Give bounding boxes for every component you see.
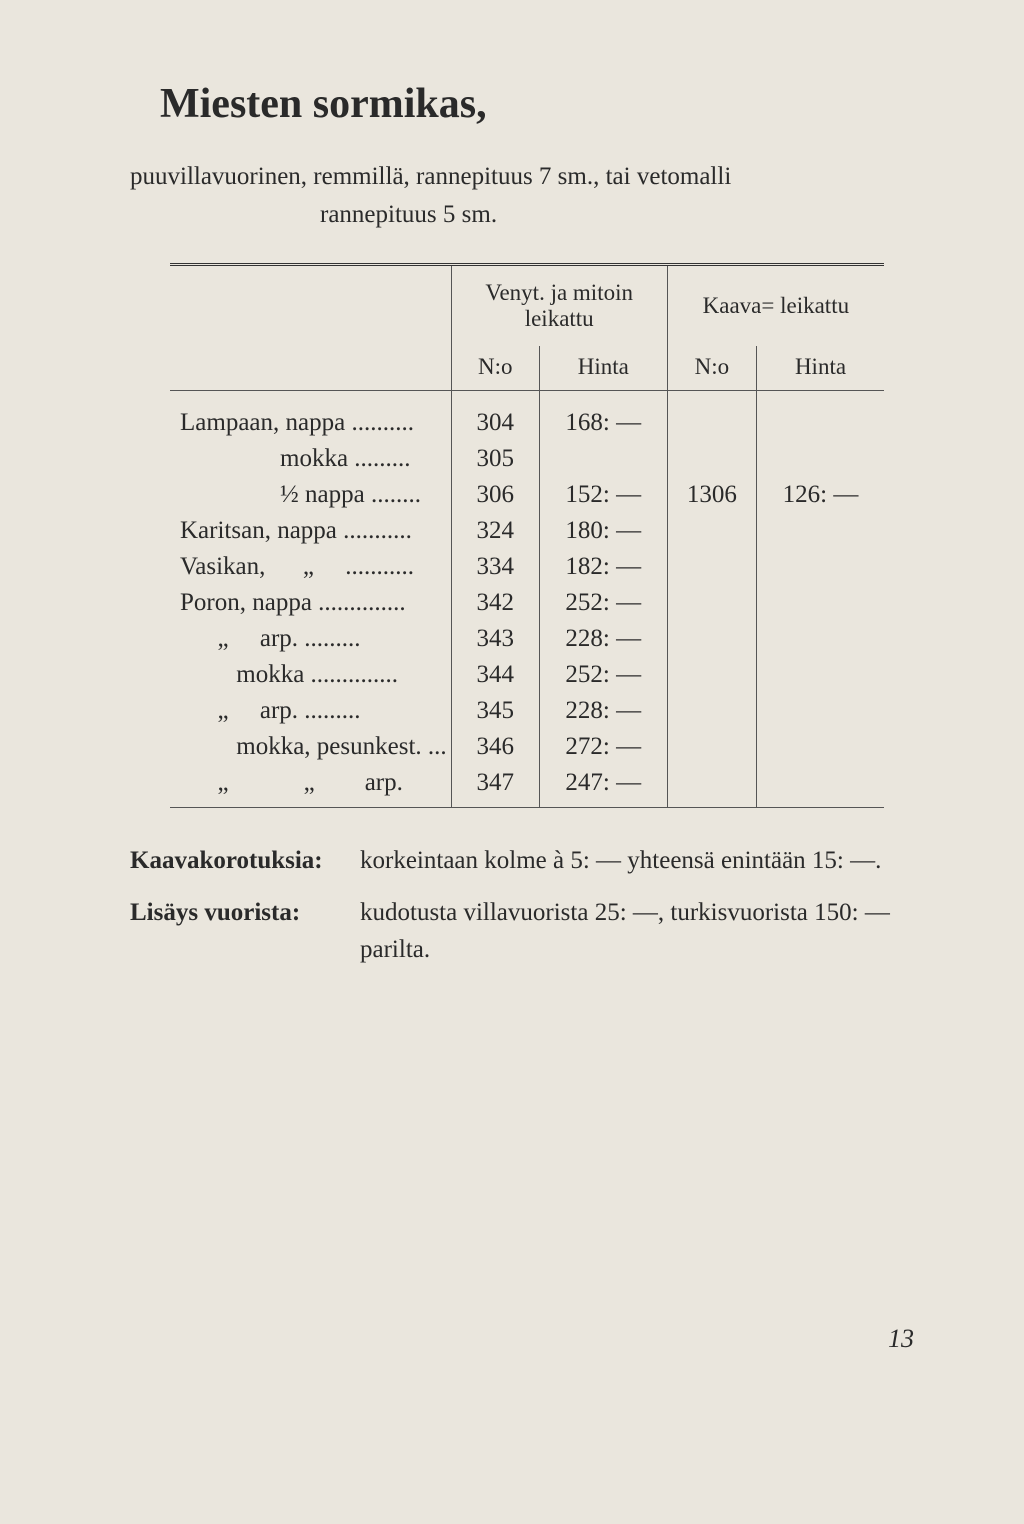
row-price2 bbox=[757, 621, 885, 657]
row-no2 bbox=[667, 693, 756, 729]
row-no2 bbox=[667, 729, 756, 765]
row-no: 334 bbox=[451, 549, 539, 585]
notes-section: Kaavakorotuksia: korkeintaan kolme à 5: … bbox=[130, 842, 924, 969]
row-price: 247: — bbox=[539, 765, 667, 808]
row-label: ½ nappa ........ bbox=[170, 477, 451, 513]
row-no2 bbox=[667, 513, 756, 549]
page-number: 13 bbox=[888, 1324, 914, 1354]
header-no-1: N:o bbox=[451, 346, 539, 391]
table-row: mokka ......... 305 bbox=[170, 441, 884, 477]
table-row: Karitsan, nappa ........... 324 180: — bbox=[170, 513, 884, 549]
table-row: mokka, pesunkest. ... 346 272: — bbox=[170, 729, 884, 765]
row-price2 bbox=[757, 657, 885, 693]
intro-text: puuvillavuorinen, remmillä, rannepituus … bbox=[130, 158, 924, 233]
row-price: 152: — bbox=[539, 477, 667, 513]
row-price: 228: — bbox=[539, 693, 667, 729]
price-table-wrap: Venyt. ja mitoin leikattu Kaava= leikatt… bbox=[130, 263, 924, 808]
row-price2 bbox=[757, 513, 885, 549]
row-no2 bbox=[667, 549, 756, 585]
row-price2 bbox=[757, 405, 885, 441]
header-blank bbox=[170, 265, 451, 391]
row-price2 bbox=[757, 441, 885, 477]
row-price2 bbox=[757, 765, 885, 808]
row-price2 bbox=[757, 693, 885, 729]
page: Miesten sormikas, puuvillavuorinen, remm… bbox=[0, 0, 1024, 1524]
row-price: 228: — bbox=[539, 621, 667, 657]
row-label: Poron, nappa .............. bbox=[170, 585, 451, 621]
table-row: Lampaan, nappa .......... 304 168: — bbox=[170, 405, 884, 441]
row-label: mokka, pesunkest. ... bbox=[170, 729, 451, 765]
header-row-1: Venyt. ja mitoin leikattu Kaava= leikatt… bbox=[170, 265, 884, 347]
header-group-2: Kaava= leikattu bbox=[667, 265, 884, 347]
note-label: Kaavakorotuksia: bbox=[130, 842, 360, 880]
row-label: mokka ......... bbox=[170, 441, 451, 477]
row-no: 344 bbox=[451, 657, 539, 693]
row-no: 305 bbox=[451, 441, 539, 477]
row-price: 252: — bbox=[539, 657, 667, 693]
row-price: 252: — bbox=[539, 585, 667, 621]
row-label: Vasikan, „ ........... bbox=[170, 549, 451, 585]
row-price2 bbox=[757, 549, 885, 585]
row-label: mokka .............. bbox=[170, 657, 451, 693]
row-no2 bbox=[667, 657, 756, 693]
table-row: „ arp. ......... 343 228: — bbox=[170, 621, 884, 657]
row-price: 168: — bbox=[539, 405, 667, 441]
note-body: korkeintaan kolme à 5: — yhteensä enintä… bbox=[360, 842, 924, 880]
price-table: Venyt. ja mitoin leikattu Kaava= leikatt… bbox=[170, 263, 884, 808]
row-no: 347 bbox=[451, 765, 539, 808]
intro-line-2: rannepituus 5 sm. bbox=[130, 196, 924, 234]
row-no: 324 bbox=[451, 513, 539, 549]
row-price bbox=[539, 441, 667, 477]
header-group-1: Venyt. ja mitoin leikattu bbox=[451, 265, 667, 347]
row-price2 bbox=[757, 729, 885, 765]
row-no2 bbox=[667, 621, 756, 657]
row-label: Lampaan, nappa .......... bbox=[170, 405, 451, 441]
row-price: 182: — bbox=[539, 549, 667, 585]
header-price-2: Hinta bbox=[757, 346, 885, 391]
row-no2 bbox=[667, 405, 756, 441]
row-price: 180: — bbox=[539, 513, 667, 549]
page-title: Miesten sormikas, bbox=[130, 80, 924, 128]
row-no: 342 bbox=[451, 585, 539, 621]
note-row: Kaavakorotuksia: korkeintaan kolme à 5: … bbox=[130, 842, 924, 880]
header-price-1: Hinta bbox=[539, 346, 667, 391]
table-row: ½ nappa ........ 306 152: — 1306 126: — bbox=[170, 477, 884, 513]
row-price2 bbox=[757, 585, 885, 621]
row-no2 bbox=[667, 585, 756, 621]
table-row: Vasikan, „ ........... 334 182: — bbox=[170, 549, 884, 585]
row-label: „ arp. ......... bbox=[170, 693, 451, 729]
row-no: 304 bbox=[451, 405, 539, 441]
row-no2: 1306 bbox=[667, 477, 756, 513]
row-no2 bbox=[667, 765, 756, 808]
row-no: 346 bbox=[451, 729, 539, 765]
row-no: 345 bbox=[451, 693, 539, 729]
table-row: mokka .............. 344 252: — bbox=[170, 657, 884, 693]
intro-line-1: puuvillavuorinen, remmillä, rannepituus … bbox=[130, 158, 924, 196]
spacer-row bbox=[170, 391, 884, 406]
note-body: kudotusta villavuorista 25: —, turkisvuo… bbox=[360, 894, 924, 969]
row-price2: 126: — bbox=[757, 477, 885, 513]
row-label: „ arp. ......... bbox=[170, 621, 451, 657]
row-no: 343 bbox=[451, 621, 539, 657]
note-row: Lisäys vuorista: kudotusta villavuorista… bbox=[130, 894, 924, 969]
note-label: Lisäys vuorista: bbox=[130, 894, 360, 969]
row-no: 306 bbox=[451, 477, 539, 513]
header-no-2: N:o bbox=[667, 346, 756, 391]
table-row: „ „ arp. 347 247: — bbox=[170, 765, 884, 808]
row-label: „ „ arp. bbox=[170, 765, 451, 808]
table-row: Poron, nappa .............. 342 252: — bbox=[170, 585, 884, 621]
row-label: Karitsan, nappa ........... bbox=[170, 513, 451, 549]
row-no2 bbox=[667, 441, 756, 477]
table-row: „ arp. ......... 345 228: — bbox=[170, 693, 884, 729]
row-price: 272: — bbox=[539, 729, 667, 765]
